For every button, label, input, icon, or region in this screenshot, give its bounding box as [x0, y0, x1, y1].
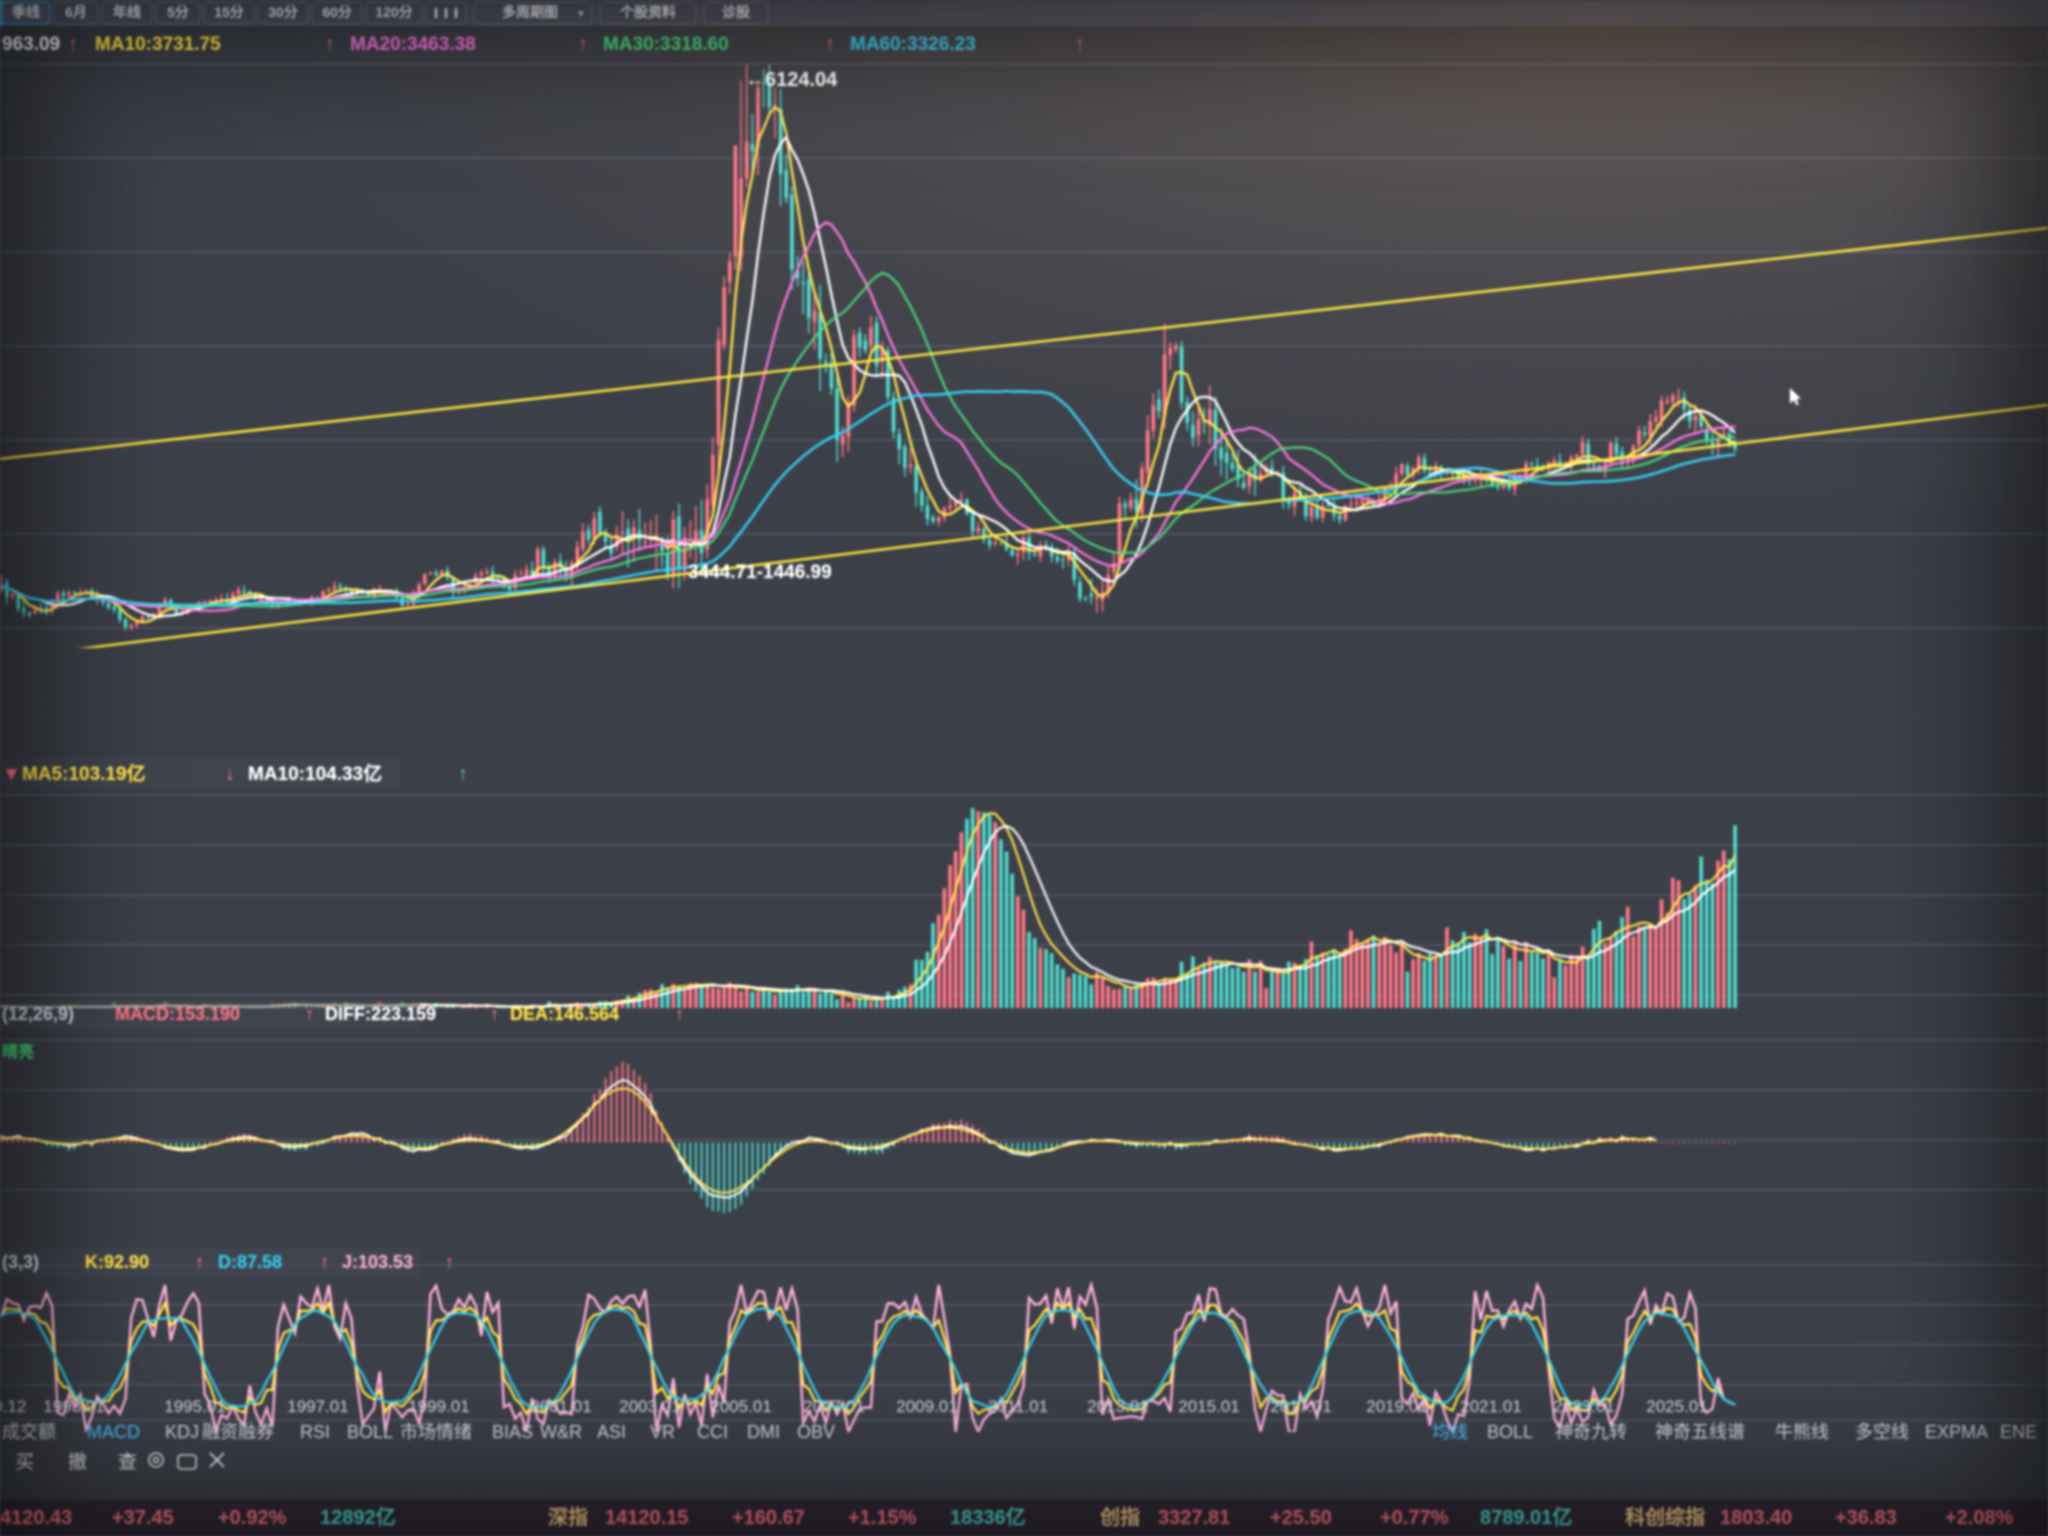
svg-text:2007.01: 2007.01 — [803, 1397, 864, 1416]
svg-text:W&R: W&R — [540, 1422, 582, 1442]
svg-text:2013.01: 2013.01 — [1087, 1397, 1148, 1416]
svg-text:12892亿: 12892亿 — [320, 1505, 396, 1529]
svg-text:2003.01: 2003.01 — [619, 1397, 680, 1416]
svg-text:+1.15%: +1.15% — [848, 1507, 917, 1529]
svg-text:撤: 撤 — [68, 1451, 87, 1473]
svg-text:2021.01: 2021.01 — [1460, 1397, 1521, 1416]
svg-text:BOLL: BOLL — [1487, 1422, 1533, 1442]
svg-text:2015.01: 2015.01 — [1178, 1397, 1239, 1416]
svg-text:市场情绪: 市场情绪 — [400, 1422, 472, 1442]
svg-text:+25.50: +25.50 — [1270, 1507, 1332, 1529]
svg-text:DMI: DMI — [747, 1422, 780, 1442]
svg-text:MACD: MACD — [87, 1422, 140, 1442]
svg-text:↑: ↑ — [458, 764, 468, 785]
svg-text:VR: VR — [650, 1422, 675, 1442]
svg-text:ASI: ASI — [597, 1422, 626, 1442]
svg-text:BIAS: BIAS — [492, 1422, 533, 1442]
svg-text:买: 买 — [15, 1452, 34, 1473]
svg-text:↑: ↑ — [675, 1004, 684, 1024]
svg-text:2011.01: 2011.01 — [988, 1397, 1048, 1416]
svg-text:K:92.90: K:92.90 — [85, 1252, 149, 1272]
svg-text:2017.01: 2017.01 — [1270, 1397, 1331, 1416]
svg-text:2009.01: 2009.01 — [896, 1397, 957, 1416]
svg-text:OBV: OBV — [797, 1422, 835, 1442]
svg-text:+2.08%: +2.08% — [1945, 1507, 2014, 1529]
svg-text:查: 查 — [118, 1451, 137, 1473]
svg-text:2025.01: 2025.01 — [1646, 1397, 1707, 1416]
svg-text:D:87.58: D:87.58 — [218, 1252, 282, 1272]
svg-text:EXPMA: EXPMA — [1925, 1422, 1988, 1442]
svg-text:MA10:104.33亿: MA10:104.33亿 — [248, 762, 382, 785]
svg-text:DIFF:223.159: DIFF:223.159 — [325, 1004, 436, 1024]
svg-text:多空线: 多空线 — [1855, 1422, 1909, 1442]
svg-text:↑: ↑ — [305, 1004, 314, 1024]
svg-text:↑: ↑ — [490, 1004, 499, 1024]
svg-text:KDJ: KDJ — [165, 1422, 199, 1442]
svg-text:14120.15: 14120.15 — [605, 1507, 688, 1529]
svg-text:1803.40: 1803.40 — [1720, 1507, 1792, 1529]
svg-text:2005.01: 2005.01 — [710, 1397, 771, 1416]
svg-text:DEA:146.564: DEA:146.564 — [510, 1004, 619, 1024]
svg-text:+160.67: +160.67 — [732, 1507, 805, 1529]
svg-text:MACD:153.190: MACD:153.190 — [115, 1004, 240, 1024]
svg-text:(12,26,9): (12,26,9) — [2, 1004, 74, 1024]
svg-text:4120.43: 4120.43 — [0, 1507, 72, 1529]
svg-text:J:103.53: J:103.53 — [342, 1252, 413, 1272]
svg-text:18336亿: 18336亿 — [950, 1505, 1026, 1529]
svg-text:+36.83: +36.83 — [1835, 1507, 1897, 1529]
svg-text:↑: ↑ — [320, 1252, 329, 1272]
svg-text:▼: ▼ — [2, 764, 21, 785]
svg-text:MA5:103.19亿: MA5:103.19亿 — [22, 762, 146, 785]
svg-text:↑: ↑ — [195, 1252, 204, 1272]
svg-text:BOLL: BOLL — [347, 1422, 393, 1442]
svg-text:8789.01亿: 8789.01亿 — [1480, 1505, 1572, 1529]
svg-text:深指: 深指 — [548, 1505, 588, 1529]
svg-text:1995.01: 1995.01 — [164, 1397, 225, 1416]
svg-text:(3,3): (3,3) — [2, 1252, 39, 1272]
svg-text:1993.01: 1993.01 — [43, 1397, 104, 1416]
svg-text:成交额: 成交额 — [2, 1422, 56, 1442]
svg-text:1997.01: 1997.01 — [287, 1397, 348, 1416]
svg-text:创指: 创指 — [1099, 1505, 1140, 1529]
svg-text:均线: 均线 — [1432, 1422, 1468, 1442]
svg-text:3327.81: 3327.81 — [1158, 1507, 1230, 1529]
svg-text:↓: ↓ — [225, 764, 235, 785]
svg-text:神奇九转: 神奇九转 — [1555, 1422, 1627, 1442]
svg-text:牛熊线: 牛熊线 — [1775, 1422, 1829, 1442]
svg-text:CCI: CCI — [697, 1422, 728, 1442]
svg-text:↑: ↑ — [445, 1252, 454, 1272]
svg-text:1999.01: 1999.01 — [408, 1397, 469, 1416]
svg-text:90.12: 90.12 — [0, 1397, 26, 1416]
svg-text:科创综指: 科创综指 — [1625, 1505, 1705, 1529]
svg-text:RSI: RSI — [300, 1422, 330, 1442]
svg-text:晴亮: 晴亮 — [2, 1042, 34, 1061]
svg-text:ENE: ENE — [2000, 1422, 2037, 1442]
svg-text:2019.01: 2019.01 — [1366, 1397, 1427, 1416]
svg-text:2001.01: 2001.01 — [530, 1397, 591, 1416]
svg-text:+0.77%: +0.77% — [1380, 1507, 1449, 1529]
svg-text:神奇五线谱: 神奇五线谱 — [1655, 1422, 1745, 1442]
svg-text:+37.45: +37.45 — [112, 1507, 174, 1529]
svg-text:2023.01: 2023.01 — [1553, 1397, 1614, 1416]
svg-text:融资融券: 融资融券 — [202, 1422, 274, 1442]
svg-text:+0.92%: +0.92% — [218, 1507, 287, 1529]
